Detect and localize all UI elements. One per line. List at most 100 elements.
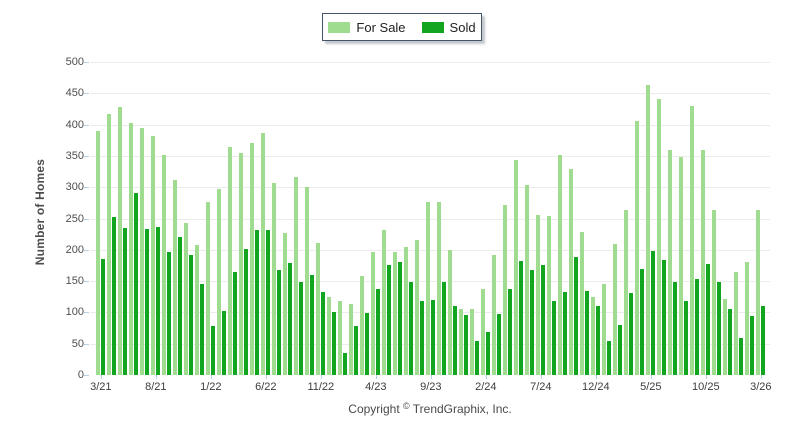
bar-for-sale-10-25 [701,149,706,375]
bar-sold-9-22 [299,281,304,375]
bar-sold-11-21 [189,255,194,375]
bar-for-sale-9-24 [558,154,563,375]
bar-sold-1-24 [475,340,480,375]
bar-sold-7-22 [277,270,282,375]
gridline-300 [90,187,770,189]
bar-sold-4-23 [376,288,381,375]
gridline-350 [90,155,770,157]
x-tick-4-23 [375,375,377,379]
bar-sold-2-26 [750,316,755,375]
bar-for-sale-5-21 [118,107,123,375]
bar-sold-10-25 [706,263,711,375]
bar-for-sale-1-23 [338,300,343,375]
x-tick-label-10-25: 10/25 [692,381,720,393]
y-axis-title: Number of Homes [33,158,47,266]
bar-for-sale-6-23 [393,252,398,375]
bar-for-sale-6-24 [525,185,530,375]
bar-sold-12-22 [332,311,337,375]
bar-for-sale-1-25 [602,283,607,375]
bar-sold-3-21 [101,259,106,375]
bar-for-sale-5-22 [250,143,255,375]
bar-sold-6-21 [134,193,139,375]
x-tick-label-4-23: 4/23 [365,381,387,393]
bar-sold-7-23 [409,282,414,375]
y-tick-label-300: 300 [65,181,84,194]
legend-label-sold: Sold [449,19,476,35]
bar-sold-2-23 [354,326,359,375]
x-tick-2-24 [485,375,487,379]
sold-swatch [421,21,444,33]
legend-item-sold: Sold [421,19,476,35]
y-tick-label-500: 500 [65,56,84,68]
bar-for-sale-2-23 [349,303,354,375]
bar-for-sale-10-23 [437,202,442,375]
bar-sold-7-25 [673,281,678,375]
bar-for-sale-12-21 [195,244,200,375]
bar-for-sale-10-22 [305,186,310,375]
bar-sold-8-25 [684,300,689,375]
bar-for-sale-7-25 [668,150,673,375]
bar-for-sale-6-21 [129,122,134,375]
bar-for-sale-8-24 [547,216,552,375]
gridline-450 [90,93,770,95]
bar-for-sale-12-23 [459,309,464,375]
bar-for-sale-2-22 [217,189,222,375]
bar-for-sale-1-24 [470,308,475,375]
y-tick-mark-350 [84,155,89,157]
bar-sold-4-25 [640,268,645,375]
x-tick-3-21 [100,375,102,379]
bar-sold-9-25 [695,279,700,375]
x-tick-label-3-26: 3/26 [750,381,772,393]
bar-sold-2-25 [618,324,623,375]
y-tick-mark-50 [84,343,89,345]
bar-sold-5-24 [519,261,524,375]
bar-for-sale-2-24 [481,288,486,375]
bar-for-sale-3-23 [360,276,365,375]
y-tick-mark-100 [84,312,89,314]
bar-sold-11-24 [585,291,590,375]
bar-for-sale-4-24 [503,205,508,375]
y-tick-label-400: 400 [65,118,84,131]
bar-sold-8-23 [420,300,425,375]
bar-for-sale-5-25 [646,85,651,375]
bar-for-sale-9-23 [426,201,431,375]
y-tick-label-150: 150 [65,275,84,288]
bar-sold-4-22 [244,248,249,375]
bar-sold-6-22 [266,230,271,375]
x-tick-label-7-24: 7/24 [530,381,552,393]
x-tick-label-12-24: 12/24 [582,381,610,393]
bar-for-sale-7-21 [140,128,145,375]
x-tick-10-25 [705,375,707,379]
bar-sold-9-23 [431,299,436,375]
bar-for-sale-10-24 [569,169,574,375]
bar-sold-11-22 [321,292,326,375]
bar-for-sale-12-24 [591,296,596,375]
copyright-company: TrendGraphix, Inc. [412,402,512,416]
bar-sold-3-25 [629,293,634,375]
bar-for-sale-1-26 [734,272,739,375]
bar-sold-6-25 [662,260,667,375]
x-tick-8-21 [155,375,157,379]
bar-for-sale-7-23 [404,246,409,375]
bar-sold-10-21 [178,237,183,375]
bar-for-sale-7-24 [536,214,541,375]
bar-sold-6-23 [398,261,403,375]
bar-for-sale-4-21 [107,113,112,375]
bar-for-sale-9-22 [294,176,299,375]
bar-sold-11-25 [717,281,722,375]
x-tick-label-1-22: 1/22 [200,381,222,393]
bar-for-sale-9-21 [162,154,167,375]
bar-sold-8-22 [288,262,293,375]
bar-for-sale-3-26 [756,209,761,375]
bar-for-sale-11-24 [580,232,585,375]
bar-sold-9-21 [167,252,172,375]
bar-sold-3-26 [761,305,766,375]
bar-sold-1-22 [211,326,216,375]
bar-sold-12-25 [728,309,733,375]
bar-for-sale-3-25 [624,209,629,375]
bar-sold-10-24 [574,256,579,375]
bar-for-sale-8-25 [679,157,684,375]
legend-item-for-sale: For Sale [328,21,406,34]
bar-sold-12-21 [200,284,205,375]
bar-sold-11-23 [453,306,458,375]
